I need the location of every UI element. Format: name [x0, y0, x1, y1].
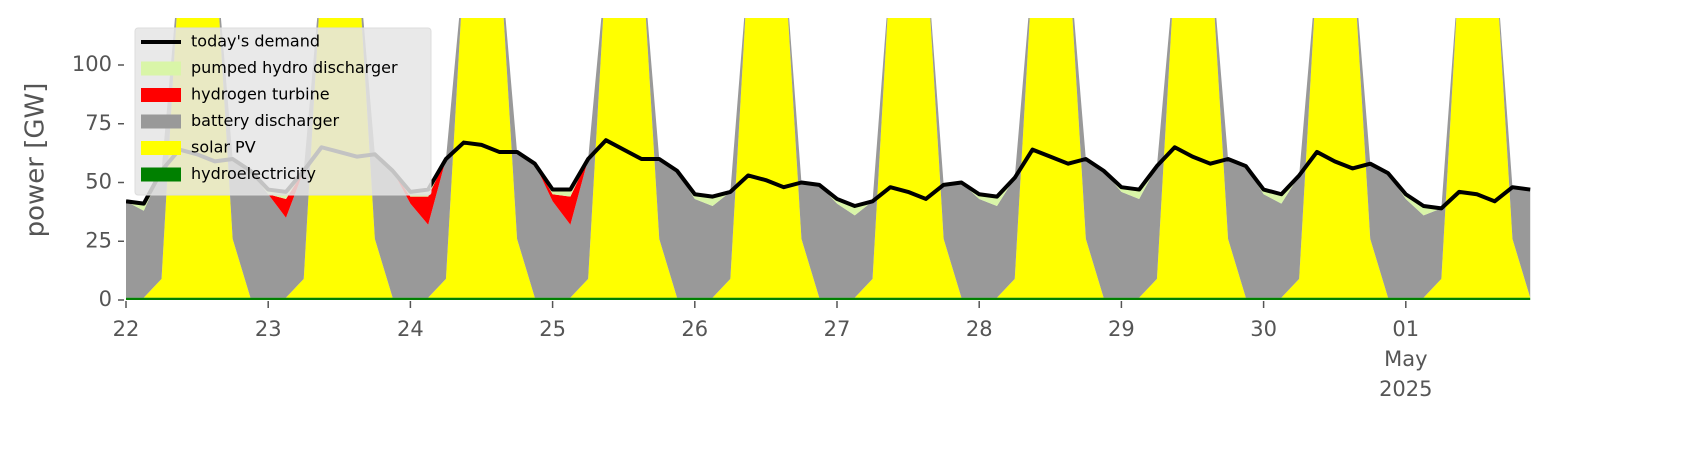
legend-swatch [141, 167, 181, 182]
legend-box [134, 27, 432, 196]
area [126, 18, 1531, 298]
area [126, 18, 1531, 298]
x-tick-label: 23 [255, 317, 282, 341]
x-tick-label: 25 [539, 317, 566, 341]
x-tick-label: 27 [824, 317, 851, 341]
y-tick-label: 50 [85, 170, 112, 194]
legend-swatch [141, 88, 181, 102]
x-tick-label: 22 [113, 317, 140, 341]
legend-swatch [141, 61, 181, 76]
area [126, 297, 1531, 300]
legend-label: hydroelectricity [191, 164, 316, 183]
legend-label: hydrogen turbine [191, 85, 330, 104]
legend-swatch [141, 141, 181, 155]
legend-label: today's demand [191, 32, 320, 51]
legend-label: solar PV [191, 138, 256, 157]
y-tick-label: 0 [99, 287, 112, 311]
x-month-label: May [1384, 347, 1427, 371]
x-tick-label: 24 [397, 317, 424, 341]
x-year-label: 2025 [1379, 377, 1432, 401]
x-tick-label: 29 [1108, 317, 1135, 341]
y-tick-label: 100 [72, 52, 112, 76]
x-tick-label: 01 [1392, 317, 1419, 341]
y-tick-label: 25 [85, 228, 112, 252]
x-tick-label: 26 [681, 317, 708, 341]
legend-label: pumped hydro discharger [191, 58, 398, 77]
legend-label: battery discharger [191, 111, 339, 130]
y-axis-label: power [GW] [21, 83, 51, 238]
legend-swatch [141, 114, 181, 129]
x-tick-label: 28 [966, 317, 993, 341]
legend: today's demand pumped hydro discharger hyd… [134, 27, 432, 196]
y-tick-label: 75 [85, 111, 112, 135]
x-tick-label: 30 [1250, 317, 1277, 341]
